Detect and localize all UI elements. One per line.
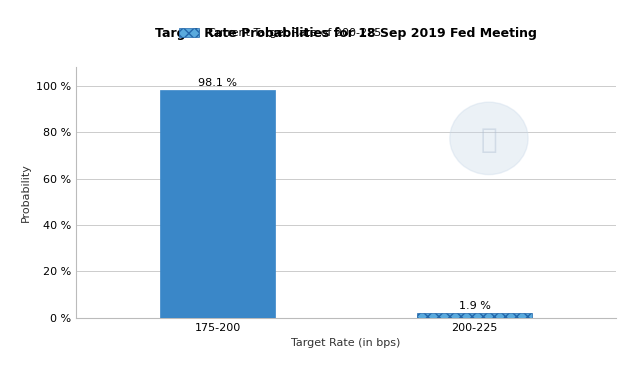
Legend: Current Target Rate of 200-225: Current Target Rate of 200-225 [179,28,381,38]
Bar [417,313,532,318]
Text: 98.1 %: 98.1 % [198,78,237,88]
Text: 1.9 %: 1.9 % [458,301,490,311]
Circle shape [450,102,528,175]
Bar [160,90,276,318]
X-axis label: Target Rate (in bps): Target Rate (in bps) [291,338,401,348]
Y-axis label: Probability: Probability [21,163,30,222]
Title: Target Rate Probabilities for 18 Sep 2019 Fed Meeting: Target Rate Probabilities for 18 Sep 201… [155,27,537,40]
Text: ⓦ: ⓦ [481,126,497,154]
